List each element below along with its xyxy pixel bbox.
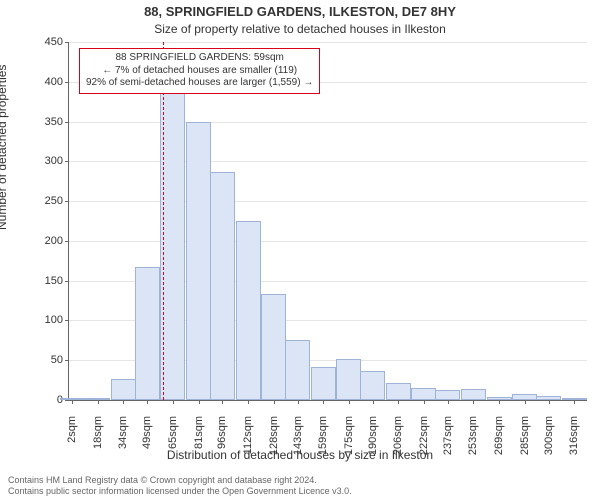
gridline — [69, 42, 587, 43]
footer-line-1: Contains HM Land Registry data © Crown c… — [8, 475, 352, 485]
histogram-bar — [236, 221, 261, 400]
histogram-bar — [336, 359, 361, 400]
histogram-bar — [411, 388, 436, 400]
x-tick-label: 81sqm — [193, 412, 205, 449]
x-tick-mark — [373, 400, 374, 404]
x-tick-label: 49sqm — [141, 412, 153, 449]
histogram-bar — [111, 379, 136, 400]
y-tick-label: 200 — [45, 235, 69, 247]
y-tick-label: 450 — [45, 36, 69, 48]
annotation-line-3: 92% of semi-detached houses are larger (… — [86, 77, 313, 90]
x-tick-mark — [248, 400, 249, 404]
y-tick-label: 150 — [45, 275, 69, 287]
histogram-bar — [210, 172, 235, 400]
chart-title-sub: Size of property relative to detached ho… — [0, 22, 600, 36]
y-tick-label: 250 — [45, 195, 69, 207]
histogram-bar — [386, 383, 411, 401]
histogram-bar — [186, 122, 211, 400]
y-tick-label: 50 — [51, 354, 69, 366]
chart-title-main: 88, SPRINGFIELD GARDENS, ILKESTON, DE7 8… — [0, 4, 600, 19]
reference-line — [163, 42, 164, 400]
annotation-box: 88 SPRINGFIELD GARDENS: 59sqm← 7% of det… — [79, 48, 320, 94]
x-tick-label: 96sqm — [216, 412, 228, 449]
y-tick-label: 400 — [45, 76, 69, 88]
y-tick-label: 0 — [57, 394, 69, 406]
x-tick-mark — [549, 400, 550, 404]
plot-area: 0501001502002503003504004502sqm18sqm34sq… — [68, 42, 587, 401]
histogram-bar — [285, 340, 310, 400]
y-axis-label: Number of detached properties — [0, 65, 9, 230]
gridline — [69, 241, 587, 242]
histogram-bar — [461, 389, 486, 400]
x-tick-mark — [323, 400, 324, 404]
gridline — [69, 161, 587, 162]
y-tick-label: 300 — [45, 155, 69, 167]
attribution-footer: Contains HM Land Registry data © Crown c… — [8, 475, 352, 496]
x-tick-mark — [424, 400, 425, 404]
x-tick-mark — [298, 400, 299, 404]
chart-container: 88, SPRINGFIELD GARDENS, ILKESTON, DE7 8… — [0, 0, 600, 500]
x-tick-mark — [173, 400, 174, 404]
x-tick-mark — [222, 400, 223, 404]
x-tick-mark — [72, 400, 73, 404]
x-tick-label: 18sqm — [92, 412, 104, 449]
x-tick-mark — [147, 400, 148, 404]
x-tick-label: 2sqm — [66, 412, 78, 443]
x-tick-mark — [499, 400, 500, 404]
x-axis-caption: Distribution of detached houses by size … — [0, 448, 600, 462]
gridline — [69, 201, 587, 202]
y-tick-label: 100 — [45, 314, 69, 326]
annotation-line-2: ← 7% of detached houses are smaller (119… — [86, 65, 313, 78]
y-tick-label: 350 — [45, 116, 69, 128]
x-tick-mark — [525, 400, 526, 404]
x-tick-mark — [98, 400, 99, 404]
x-tick-mark — [274, 400, 275, 404]
footer-line-2: Contains public sector information licen… — [8, 486, 352, 496]
x-tick-mark — [398, 400, 399, 404]
gridline — [69, 122, 587, 123]
x-tick-label: 65sqm — [167, 412, 179, 449]
x-tick-mark — [448, 400, 449, 404]
annotation-line-1: 88 SPRINGFIELD GARDENS: 59sqm — [86, 52, 313, 65]
x-tick-mark — [123, 400, 124, 404]
histogram-bar — [135, 267, 160, 400]
x-tick-mark — [574, 400, 575, 404]
x-tick-mark — [349, 400, 350, 404]
x-tick-mark — [199, 400, 200, 404]
histogram-bar — [435, 390, 460, 400]
x-tick-label: 34sqm — [117, 412, 129, 449]
histogram-bar — [261, 294, 286, 400]
histogram-bar — [311, 367, 336, 400]
histogram-bar — [360, 371, 385, 400]
x-tick-mark — [473, 400, 474, 404]
